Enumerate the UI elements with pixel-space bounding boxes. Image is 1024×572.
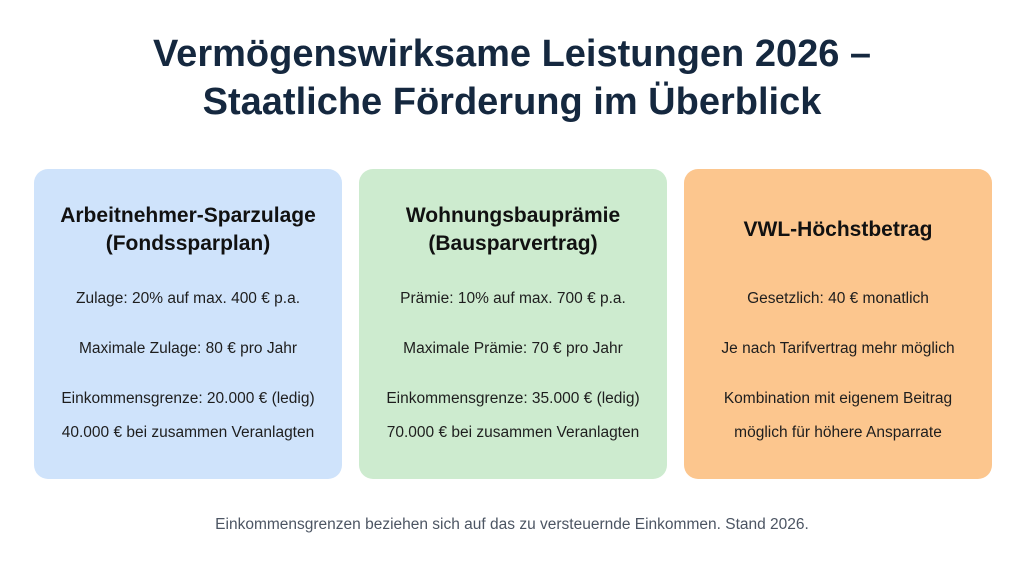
page-title: Vermögenswirksame Leistungen 2026 – Staa… <box>0 30 1024 126</box>
card-details: Zulage: 20% auf max. 400 € p.a. Maximale… <box>34 287 342 445</box>
card-detail-line: Kombination mit eigenem Beitrag <box>723 390 953 407</box>
card-detail-line: Einkommensgrenze: 20.000 € (ledig) <box>61 390 315 407</box>
card-heading: Arbeitnehmer-Sparzulage (Fondssparplan) <box>34 193 342 267</box>
card-heading-line: (Fondssparplan) <box>105 232 271 255</box>
card-detail-line: Gesetzlich: 40 € monatlich <box>747 290 929 307</box>
card-arbeitnehmer-sparzulage: Arbeitnehmer-Sparzulage (Fondssparplan) … <box>34 169 342 479</box>
card-detail-line: Je nach Tarifvertrag mehr möglich <box>721 340 955 357</box>
cards-row: Arbeitnehmer-Sparzulage (Fondssparplan) … <box>34 169 992 479</box>
card-detail-line: 70.000 € bei zusammen Veranlagten <box>386 424 640 441</box>
card-wohnungsbaupraemie: Wohnungsbauprämie (Bausparvertrag) Prämi… <box>359 169 667 479</box>
card-vwl-hoechstbetrag: VWL-Höchstbetrag Gesetzlich: 40 € monatl… <box>684 169 992 479</box>
card-heading-line: Arbeitnehmer-Sparzulage <box>60 204 316 227</box>
card-detail-line: möglich für höhere Ansparrate <box>734 424 942 441</box>
card-detail-line: Prämie: 10% auf max. 700 € p.a. <box>400 290 626 307</box>
card-details: Gesetzlich: 40 € monatlich Je nach Tarif… <box>684 287 992 445</box>
card-detail-line: Einkommensgrenze: 35.000 € (ledig) <box>386 390 640 407</box>
card-heading: Wohnungsbauprämie (Bausparvertrag) <box>359 193 667 267</box>
card-detail-line: Zulage: 20% auf max. 400 € p.a. <box>75 290 301 307</box>
page-title-line-1: Vermögenswirksame Leistungen 2026 – <box>152 33 872 75</box>
card-heading-line: VWL-Höchstbetrag <box>743 218 933 241</box>
card-detail-line: Maximale Prämie: 70 € pro Jahr <box>403 340 623 357</box>
footnote: Einkommensgrenzen beziehen sich auf das … <box>215 516 809 533</box>
page-title-line-2: Staatliche Förderung im Überblick <box>202 81 822 123</box>
card-details: Prämie: 10% auf max. 700 € p.a. Maximale… <box>359 287 667 445</box>
card-detail-line: Maximale Zulage: 80 € pro Jahr <box>79 340 297 357</box>
card-heading: VWL-Höchstbetrag <box>684 193 992 267</box>
card-heading-line: Wohnungsbauprämie <box>405 204 621 227</box>
card-detail-line: 40.000 € bei zusammen Veranlagten <box>61 424 315 441</box>
card-heading-line: (Bausparvertrag) <box>428 232 598 255</box>
